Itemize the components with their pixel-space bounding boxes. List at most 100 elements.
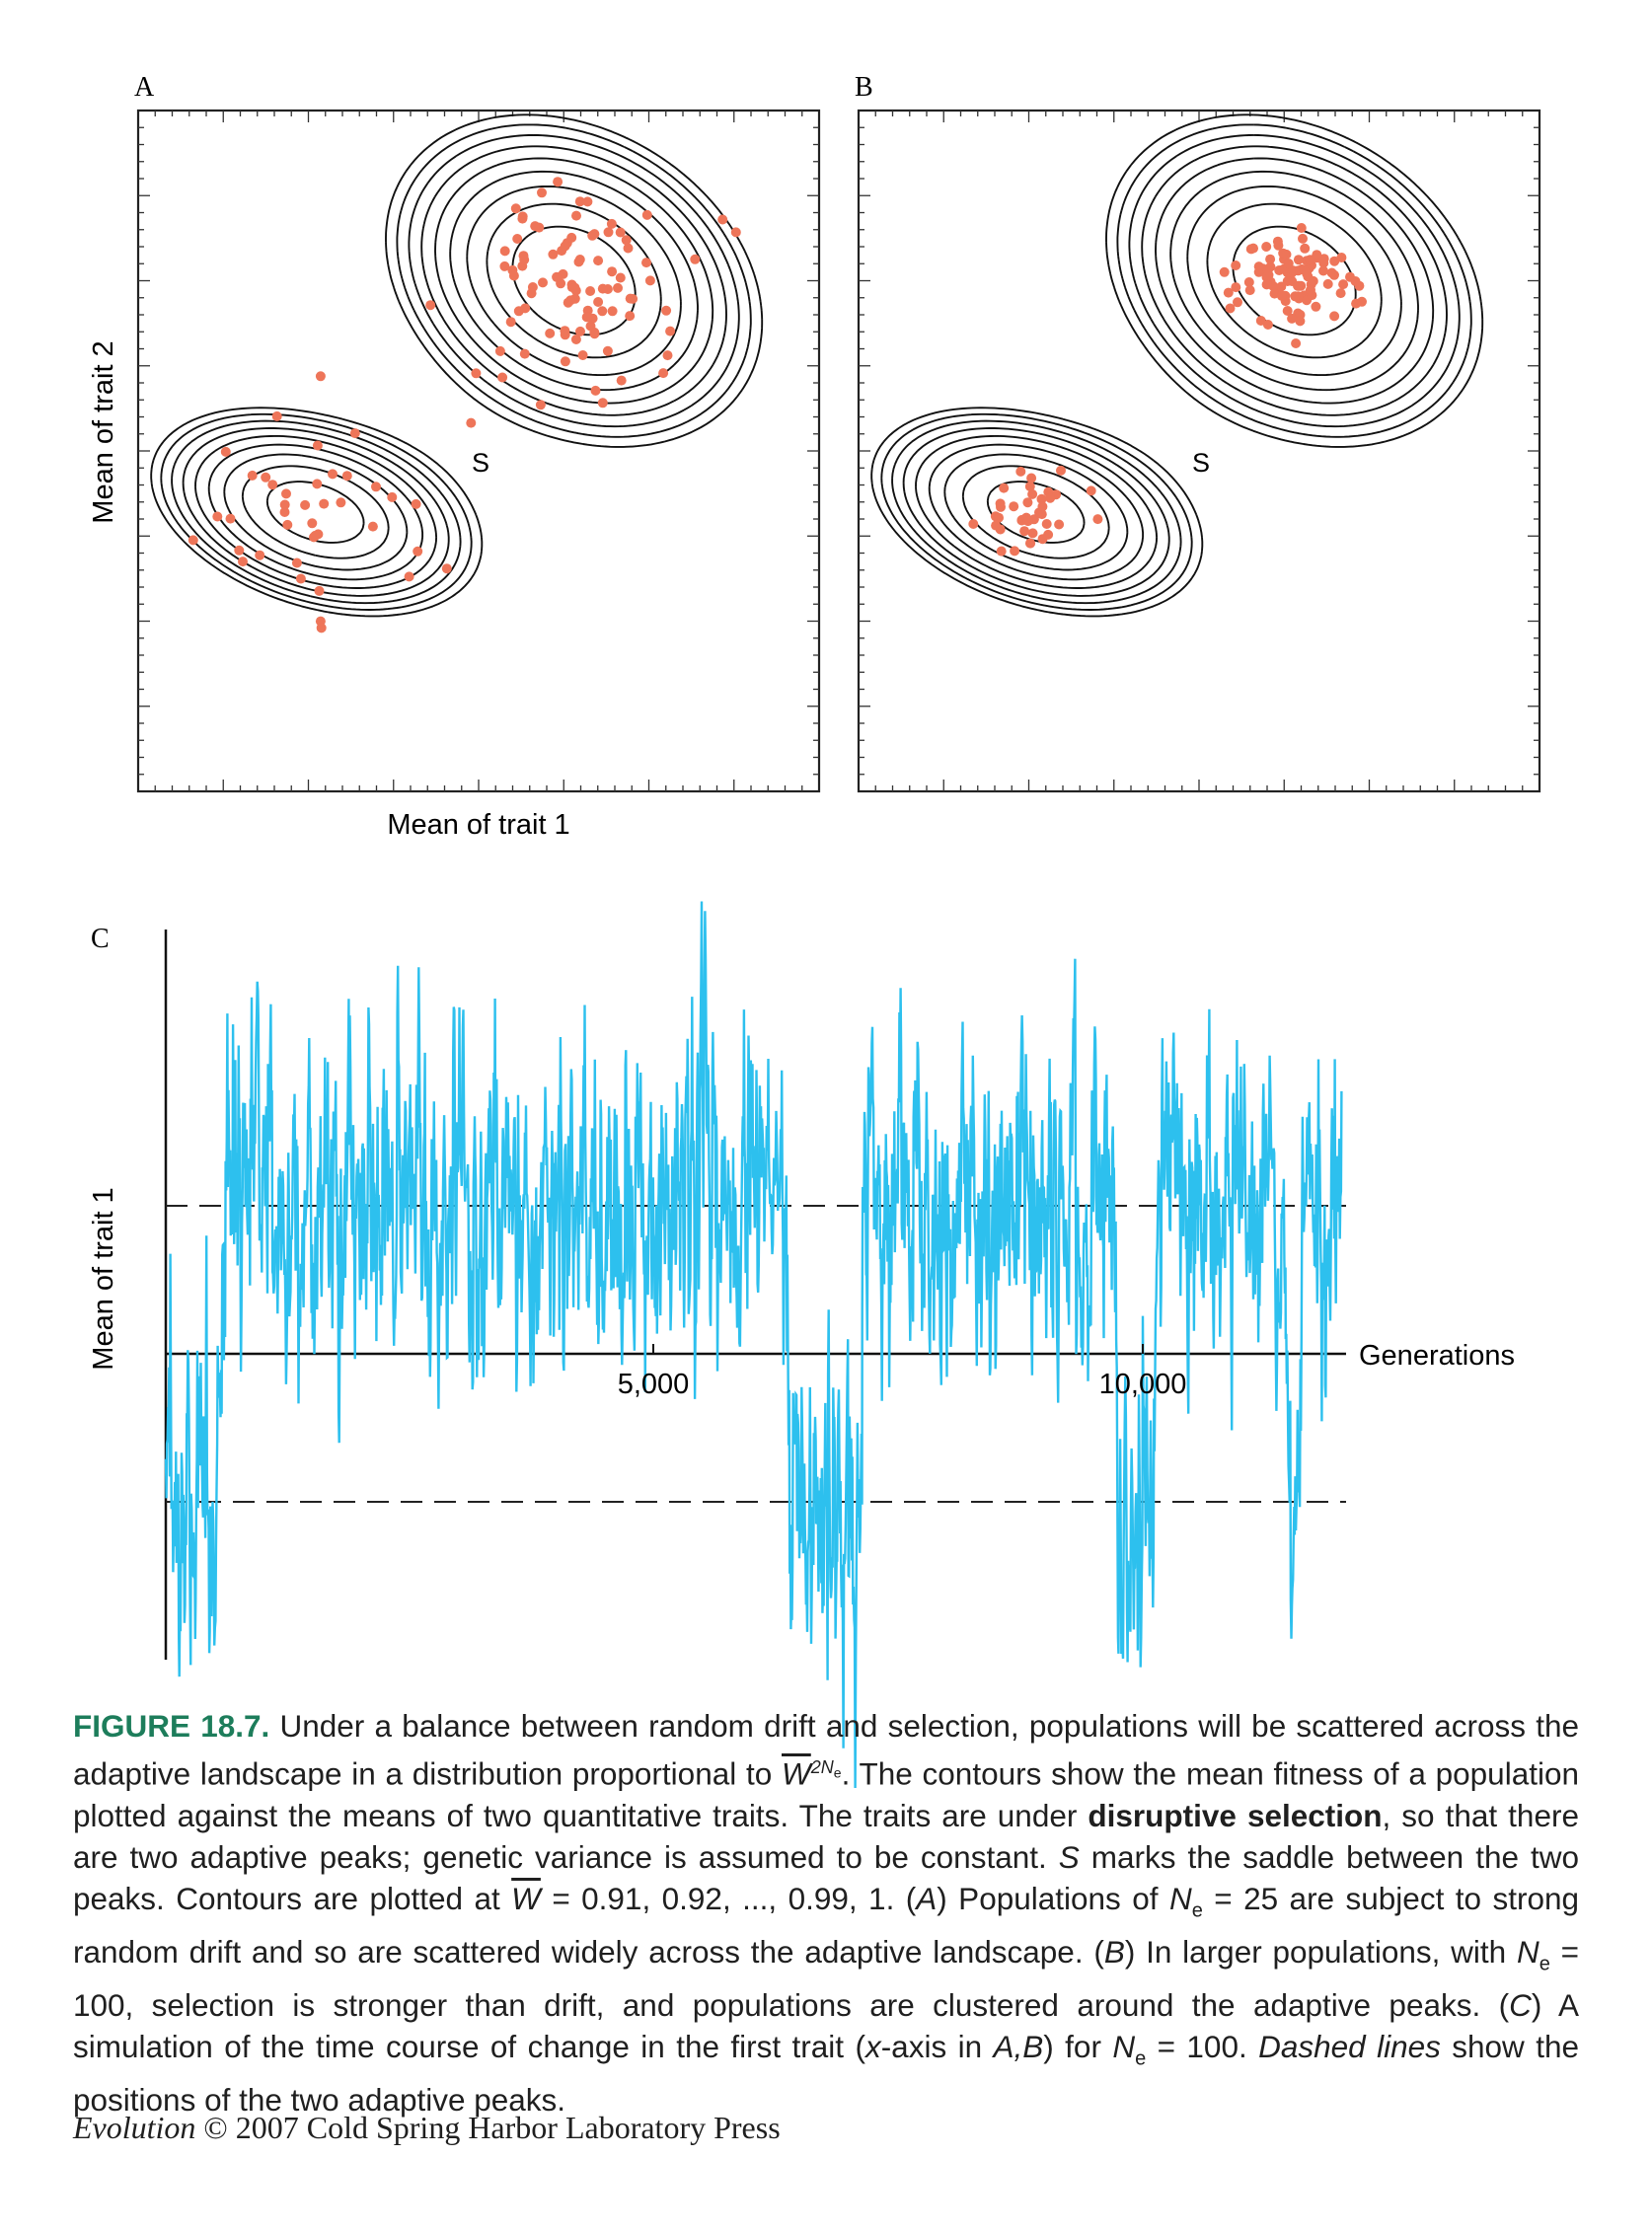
caption-b: B	[1103, 1933, 1125, 1970]
population-point	[1027, 488, 1038, 499]
population-point	[613, 282, 623, 293]
population-point	[499, 260, 510, 271]
panel-a-label: A	[134, 72, 155, 103]
population-point	[1026, 473, 1037, 484]
population-point	[615, 227, 626, 238]
population-point	[994, 512, 1004, 523]
panel-c-x-axis-label: Generations	[1359, 1340, 1515, 1372]
population-point	[566, 232, 577, 243]
population-point	[1296, 223, 1307, 233]
population-point	[535, 400, 546, 410]
panel-a-contours	[150, 113, 764, 618]
population-point	[616, 375, 627, 386]
population-point	[1015, 466, 1026, 477]
population-point	[593, 256, 604, 266]
caption-text: ) In larger populations, with	[1124, 1933, 1517, 1970]
population-point	[537, 187, 547, 198]
population-point	[261, 472, 271, 483]
population-point	[1045, 492, 1056, 503]
panel-b-plot: S	[857, 109, 1541, 793]
population-point	[1036, 509, 1047, 520]
caption-ab: A,B	[993, 2029, 1044, 2065]
panel-b-points	[968, 223, 1367, 557]
population-point	[615, 272, 626, 283]
population-point	[717, 214, 728, 225]
fitness-contour	[961, 202, 1383, 559]
caption-text: . The contours show the mean fitness of …	[73, 1755, 1579, 1833]
population-point	[316, 623, 327, 633]
population-point	[411, 498, 421, 509]
panel-a-plot: S	[136, 109, 821, 793]
population-point	[597, 306, 608, 317]
population-point	[295, 573, 306, 584]
caption-ne: N	[1112, 2029, 1136, 2065]
population-point	[282, 519, 293, 530]
panel-ab-y-axis-label: Mean of trait 2	[88, 340, 119, 523]
population-point	[1354, 280, 1365, 291]
population-point	[1041, 519, 1052, 529]
fitness-contour	[891, 133, 1461, 605]
fitness-contour	[171, 133, 740, 605]
population-point	[328, 469, 338, 480]
population-point	[569, 282, 580, 293]
population-point	[512, 234, 523, 244]
tick-label-10000: 10,000	[1099, 1369, 1187, 1400]
fitness-contour	[880, 123, 1472, 611]
population-point	[968, 519, 979, 529]
population-point	[1233, 297, 1242, 308]
population-point	[606, 218, 617, 229]
population-point	[1261, 279, 1272, 290]
caption-ne-sub: e	[1539, 1953, 1550, 1975]
population-point	[1290, 291, 1301, 302]
population-point	[1293, 255, 1304, 265]
caption-ne: N	[1168, 1880, 1192, 1916]
population-point	[1092, 514, 1103, 525]
population-point	[1248, 243, 1258, 254]
population-point	[1322, 278, 1333, 289]
population-point	[607, 266, 618, 277]
population-point	[1278, 248, 1289, 259]
population-point	[1300, 243, 1311, 254]
population-point	[1019, 526, 1030, 537]
population-point	[621, 235, 632, 246]
population-point	[312, 479, 323, 489]
population-point	[1010, 546, 1020, 557]
population-point	[1357, 296, 1367, 307]
population-point	[1282, 276, 1293, 286]
population-point	[585, 286, 596, 296]
population-point	[1338, 279, 1349, 290]
population-point	[603, 227, 614, 238]
caption-bold-term: disruptive selection	[1088, 1797, 1383, 1833]
caption-text: show the positions of the two adaptive p…	[73, 2029, 1579, 2119]
credit-title: Evolution	[73, 2110, 196, 2145]
population-point	[497, 372, 508, 383]
population-point	[1219, 266, 1230, 277]
panel-a-saddle-label: S	[472, 448, 489, 478]
population-point	[281, 488, 291, 499]
population-point	[300, 499, 311, 510]
population-point	[520, 303, 531, 314]
population-point	[188, 535, 198, 546]
population-point	[587, 230, 598, 241]
panel-b-label: B	[855, 72, 873, 103]
credit-text: © 2007 Cold Spring Harbor Laboratory Pre…	[195, 2110, 781, 2145]
fitness-contour	[902, 145, 1448, 597]
population-point	[1261, 242, 1272, 252]
population-point	[1335, 288, 1346, 299]
caption-ne: N	[1516, 1933, 1539, 1970]
population-point	[1336, 253, 1347, 262]
population-point	[314, 585, 325, 596]
population-point	[641, 258, 651, 268]
population-point	[1225, 303, 1236, 314]
population-point	[548, 249, 559, 260]
population-point	[220, 446, 231, 457]
panel-b-saddle-label: S	[1192, 448, 1210, 478]
population-point	[1009, 501, 1019, 512]
caption-text: marks the saddle between the two peaks. …	[73, 1838, 1580, 1916]
caption-text: = 25 are subject to strong random drift …	[73, 1880, 1579, 1970]
population-point	[1329, 311, 1340, 322]
population-point	[1306, 284, 1315, 295]
population-point	[1311, 301, 1321, 312]
population-point	[404, 571, 414, 582]
population-point	[1276, 290, 1287, 301]
